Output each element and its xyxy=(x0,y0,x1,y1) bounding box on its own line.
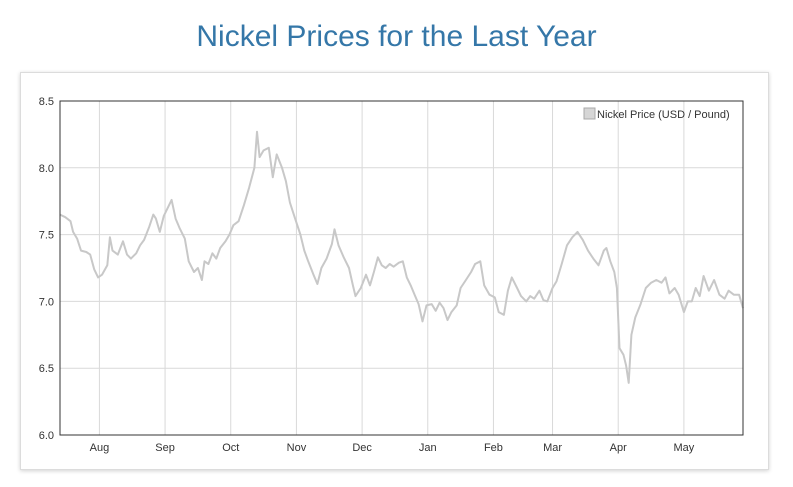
x-tick-label: Feb xyxy=(484,442,503,454)
legend-swatch[interactable] xyxy=(583,107,596,120)
legend: Nickel Price (USD / Pound) xyxy=(583,107,730,121)
y-tick-label: 8.5 xyxy=(39,96,54,108)
x-tick-label: May xyxy=(674,442,695,454)
chart-panel: 6.0 6.5 7.0 7.5 8.0 8.5 Aug Sep Oct Nov Dec Jan Feb M… xyxy=(20,72,769,470)
x-tick-label: Nov xyxy=(287,442,307,454)
x-tick-label: Apr xyxy=(610,442,627,454)
x-tick-label: Sep xyxy=(155,442,175,454)
x-tick-label: Mar xyxy=(543,442,562,454)
x-tick-label: Dec xyxy=(352,442,372,454)
legend-label: Nickel Price (USD / Pound) xyxy=(597,109,730,121)
x-tick-label: Oct xyxy=(222,442,239,454)
y-tick-label: 6.0 xyxy=(39,430,54,442)
axis-ticks: 6.0 6.5 7.0 7.5 8.0 8.5 Aug Sep Oct Nov Dec Jan Feb M… xyxy=(39,96,695,454)
y-tick-label: 8.0 xyxy=(39,163,54,175)
y-tick-label: 6.5 xyxy=(39,363,54,375)
y-tick-label: 7.0 xyxy=(39,296,54,308)
page-title: Nickel Prices for the Last Year xyxy=(196,20,597,53)
grid-lines xyxy=(60,100,743,436)
x-tick-label: Jan xyxy=(419,442,437,454)
plot-frame xyxy=(59,100,744,436)
y-tick-label: 7.5 xyxy=(39,230,54,242)
nickel-price-chart: 6.0 6.5 7.0 7.5 8.0 8.5 Aug Sep Oct Nov Dec Jan Feb M… xyxy=(39,96,744,454)
series-line-nickel-price xyxy=(59,130,744,384)
x-tick-label: Aug xyxy=(90,442,110,454)
